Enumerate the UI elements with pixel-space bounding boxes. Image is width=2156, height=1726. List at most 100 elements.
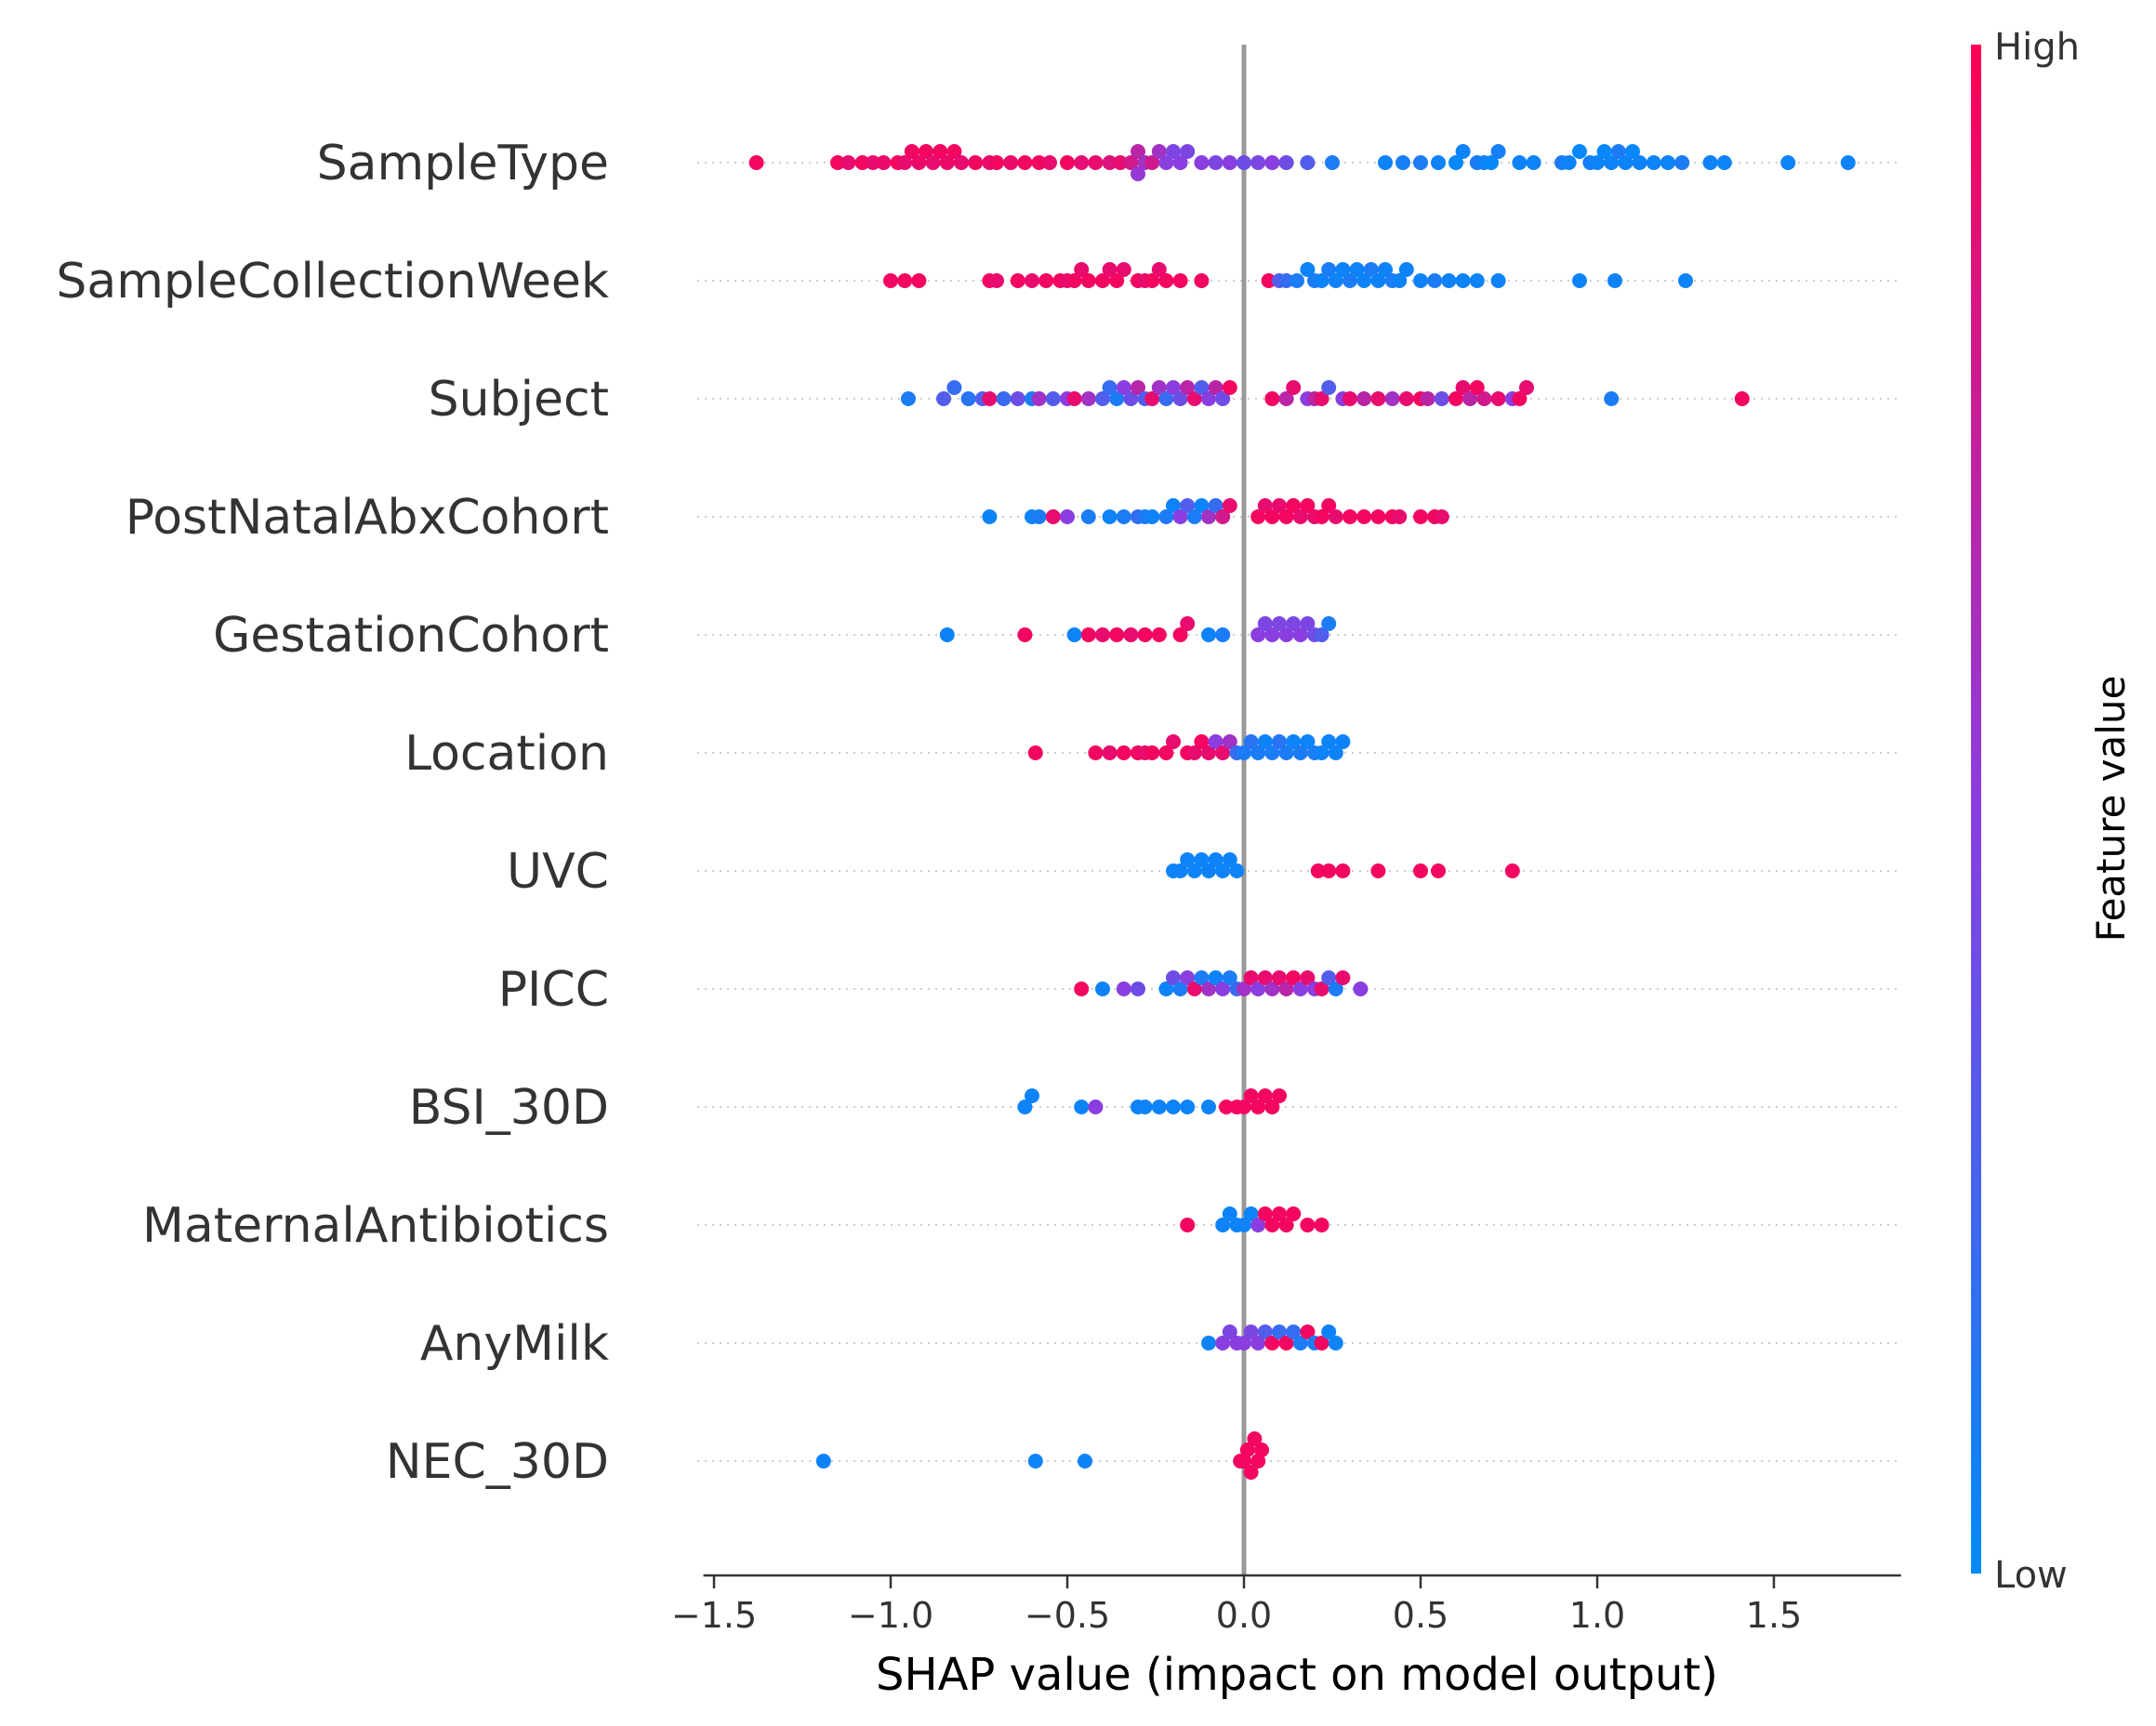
data-point <box>1158 745 1174 760</box>
data-point <box>1074 1100 1090 1114</box>
data-point <box>1045 391 1061 406</box>
colorbar-high-label: High <box>1994 26 2080 69</box>
data-point <box>1201 391 1216 406</box>
data-point <box>1455 144 1471 159</box>
feature-labels: SampleType SampleCollectionWeek Subject Pos… <box>56 136 609 1490</box>
data-point <box>1215 509 1231 524</box>
data-point <box>1264 982 1280 996</box>
data-point <box>1596 144 1612 159</box>
colorbar-title: Feature value <box>2088 676 2134 942</box>
data-point <box>1243 970 1259 985</box>
data-point <box>1095 391 1110 406</box>
data-point <box>1222 1206 1237 1221</box>
data-point <box>1239 1443 1255 1457</box>
data-point <box>1180 1100 1196 1114</box>
data-point <box>1222 1324 1237 1339</box>
data-point <box>1194 380 1210 395</box>
feature-label: PICC <box>498 962 609 1018</box>
data-point <box>1272 1206 1287 1221</box>
data-point <box>1286 380 1302 395</box>
data-point <box>1264 745 1280 760</box>
data-point <box>1561 155 1577 170</box>
data-point <box>1237 155 1251 170</box>
data-point <box>1102 155 1118 170</box>
data-point <box>1194 155 1210 170</box>
data-point <box>1321 616 1337 631</box>
data-point <box>1186 982 1202 996</box>
feature-label: BSI_30D <box>409 1080 609 1136</box>
data-point <box>1113 155 1128 170</box>
data-point <box>1328 745 1343 760</box>
data-point <box>1264 1218 1280 1232</box>
data-point <box>1208 852 1223 867</box>
feature-label: MaternalAntibiotics <box>142 1198 609 1254</box>
data-point <box>1066 391 1082 406</box>
feature-label: Subject <box>429 372 609 428</box>
data-point <box>1137 1100 1153 1114</box>
data-point <box>1074 982 1090 996</box>
data-point <box>1278 391 1294 406</box>
row-gridlines <box>697 162 1897 1462</box>
data-point <box>1378 262 1393 277</box>
data-point <box>1078 1454 1092 1469</box>
data-point <box>840 155 856 170</box>
data-point <box>1172 391 1188 406</box>
data-point <box>1151 144 1167 159</box>
data-point <box>1363 262 1379 277</box>
data-point <box>1088 155 1104 170</box>
data-point <box>982 391 998 406</box>
data-point <box>1180 1218 1196 1232</box>
data-point <box>939 155 955 170</box>
data-point <box>1292 627 1308 642</box>
data-point <box>939 627 955 642</box>
data-point <box>1490 391 1506 406</box>
data-point <box>1264 155 1280 170</box>
data-point <box>1272 616 1287 631</box>
data-point <box>1017 1100 1033 1114</box>
data-point <box>1095 627 1110 642</box>
data-point <box>1292 745 1308 760</box>
data-point <box>1264 391 1280 406</box>
data-point <box>1123 155 1139 170</box>
data-point <box>1131 982 1145 996</box>
data-point <box>1572 144 1587 159</box>
data-point <box>1201 745 1216 760</box>
data-point <box>1158 982 1174 996</box>
data-point <box>936 391 951 406</box>
data-point <box>1194 852 1210 867</box>
data-point <box>1109 273 1125 288</box>
data-point <box>1194 734 1210 749</box>
data-point <box>1222 155 1237 170</box>
data-point <box>1286 734 1302 749</box>
data-point <box>1017 155 1033 170</box>
data-point <box>1328 1336 1343 1350</box>
data-point <box>1469 273 1485 288</box>
data-point <box>1272 1324 1287 1339</box>
feature-label: PostNatalAbxCohort <box>126 490 609 546</box>
data-point <box>1102 509 1118 524</box>
data-point <box>1328 273 1343 288</box>
data-point <box>1237 1454 1251 1469</box>
data-point <box>1290 273 1304 288</box>
data-point <box>1413 155 1428 170</box>
data-point <box>1208 498 1223 513</box>
data-point <box>1066 627 1082 642</box>
data-point <box>1300 970 1316 985</box>
data-point <box>1395 155 1410 170</box>
data-point <box>1144 509 1160 524</box>
data-point <box>933 144 948 159</box>
data-point <box>1678 273 1693 288</box>
data-point <box>1158 391 1174 406</box>
data-point <box>1172 273 1188 288</box>
data-point <box>1151 262 1167 277</box>
feature-label: AnyMilk <box>420 1316 609 1372</box>
data-point <box>1314 391 1329 406</box>
data-point <box>1321 863 1337 878</box>
data-point <box>897 273 913 288</box>
data-point <box>1257 970 1273 985</box>
data-point <box>1321 970 1337 985</box>
data-point <box>1286 616 1302 631</box>
data-point <box>1131 166 1145 181</box>
data-point <box>1353 982 1369 996</box>
